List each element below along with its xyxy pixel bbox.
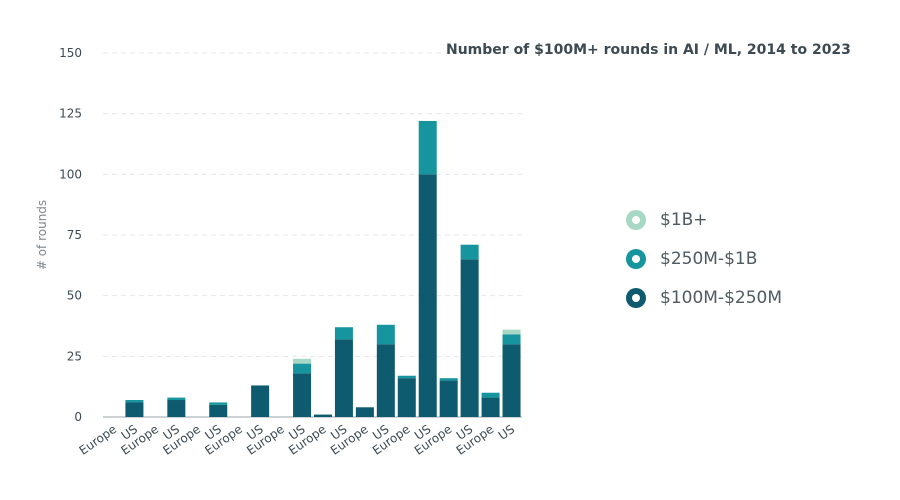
bar-segment — [167, 397, 186, 401]
bar-segment — [334, 339, 353, 417]
y-axis-label: # of rounds — [35, 200, 49, 270]
legend: $1B+ $250M-$1B $100M-$250M — [626, 200, 782, 317]
y-tick-label: 125 — [59, 107, 82, 121]
bar-segment — [460, 259, 479, 417]
bar-segment — [502, 344, 521, 417]
bar-segment — [376, 344, 395, 417]
x-tick-label: US — [496, 422, 517, 443]
y-tick-label: 0 — [74, 410, 82, 424]
legend-swatch — [626, 209, 646, 230]
chart-title: Number of $100M+ rounds in AI / ML, 2014… — [446, 42, 851, 58]
bar-segment — [481, 397, 500, 417]
bar-segment — [209, 402, 228, 405]
legend-label: $250M-$1B — [660, 248, 758, 269]
bar-segment — [418, 120, 437, 175]
y-tick-label: 50 — [67, 289, 82, 303]
bar-segment — [167, 400, 186, 417]
bar-segment — [397, 375, 416, 379]
bar-segment — [209, 404, 228, 417]
y-tick-label: 25 — [67, 349, 82, 363]
y-tick-label: 150 — [59, 46, 82, 60]
legend-label: $100M-$250M — [660, 287, 782, 308]
bar-segment — [251, 385, 270, 417]
bar-segment — [502, 334, 521, 345]
bar-segment — [439, 380, 458, 417]
bar-segment — [313, 414, 332, 417]
bar-segment — [376, 324, 395, 345]
bar-segment — [334, 327, 353, 340]
legend-item: $100M-$250M — [626, 278, 782, 317]
bar-segment — [125, 402, 144, 417]
legend-label: $1B+ — [660, 209, 708, 230]
bar-segment — [293, 363, 312, 374]
bar-segment — [397, 378, 416, 417]
legend-swatch — [626, 287, 646, 308]
bar-segment — [293, 373, 312, 417]
y-tick-label: 75 — [67, 228, 82, 242]
legend-item: $250M-$1B — [626, 239, 782, 278]
bar-segment — [439, 378, 458, 381]
bar-segment — [125, 400, 144, 403]
bar-segment — [481, 392, 500, 398]
legend-swatch — [626, 248, 646, 269]
bar-segment — [355, 407, 374, 417]
bar-segment — [502, 329, 521, 335]
y-tick-label: 100 — [59, 167, 82, 181]
bar-segment — [418, 174, 437, 417]
x-tick-label: Europe — [77, 422, 120, 458]
legend-item: $1B+ — [626, 200, 782, 239]
bar-segment — [293, 358, 312, 364]
bar-segment — [460, 244, 479, 260]
